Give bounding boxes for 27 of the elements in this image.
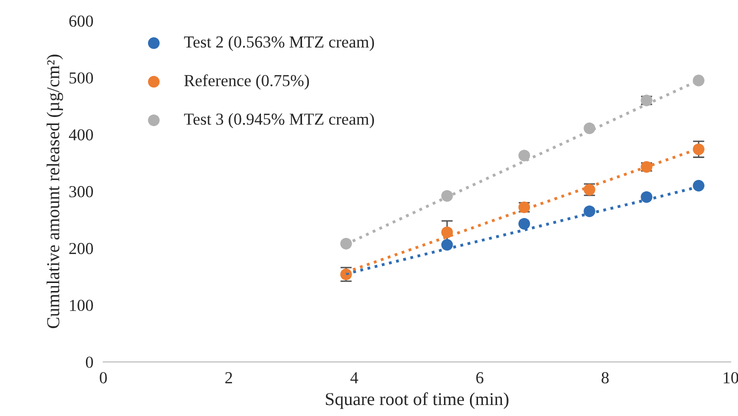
point — [692, 180, 704, 192]
y-tick-label: 400 — [68, 129, 93, 140]
x-tick-label: 6 — [476, 372, 484, 384]
point — [640, 191, 652, 203]
y-tick-label: 100 — [70, 300, 93, 312]
x-tick-label: 4 — [350, 372, 358, 384]
point — [692, 143, 704, 156]
legend-label: Reference (0.75%) — [184, 74, 309, 90]
x-tick-label: 2 — [225, 372, 232, 384]
x-tick-label: 10 — [724, 372, 738, 384]
legend-label: Test 2 (0.563% MTZ cream) — [184, 36, 374, 52]
point — [692, 74, 704, 86]
point — [518, 218, 530, 230]
x-tick-label: 0 — [100, 372, 107, 384]
point — [340, 238, 352, 250]
x-tick-label: 8 — [602, 372, 609, 384]
y-axis-title: Cumulative amount released (µg/cm²) — [46, 54, 64, 328]
y-tick-label: 300 — [69, 186, 93, 198]
x-axis-title: Square root of time (min) — [326, 392, 508, 409]
point — [441, 238, 453, 251]
y-tick-label: 500 — [70, 72, 93, 84]
y-tick-label: 600 — [69, 16, 93, 27]
legend-label: Test 3 (0.945% MTZ cream) — [184, 113, 374, 128]
point — [518, 150, 530, 162]
point — [441, 226, 453, 238]
y-tick-label: 0 — [86, 356, 93, 368]
y-tick-label: 200 — [69, 242, 93, 254]
